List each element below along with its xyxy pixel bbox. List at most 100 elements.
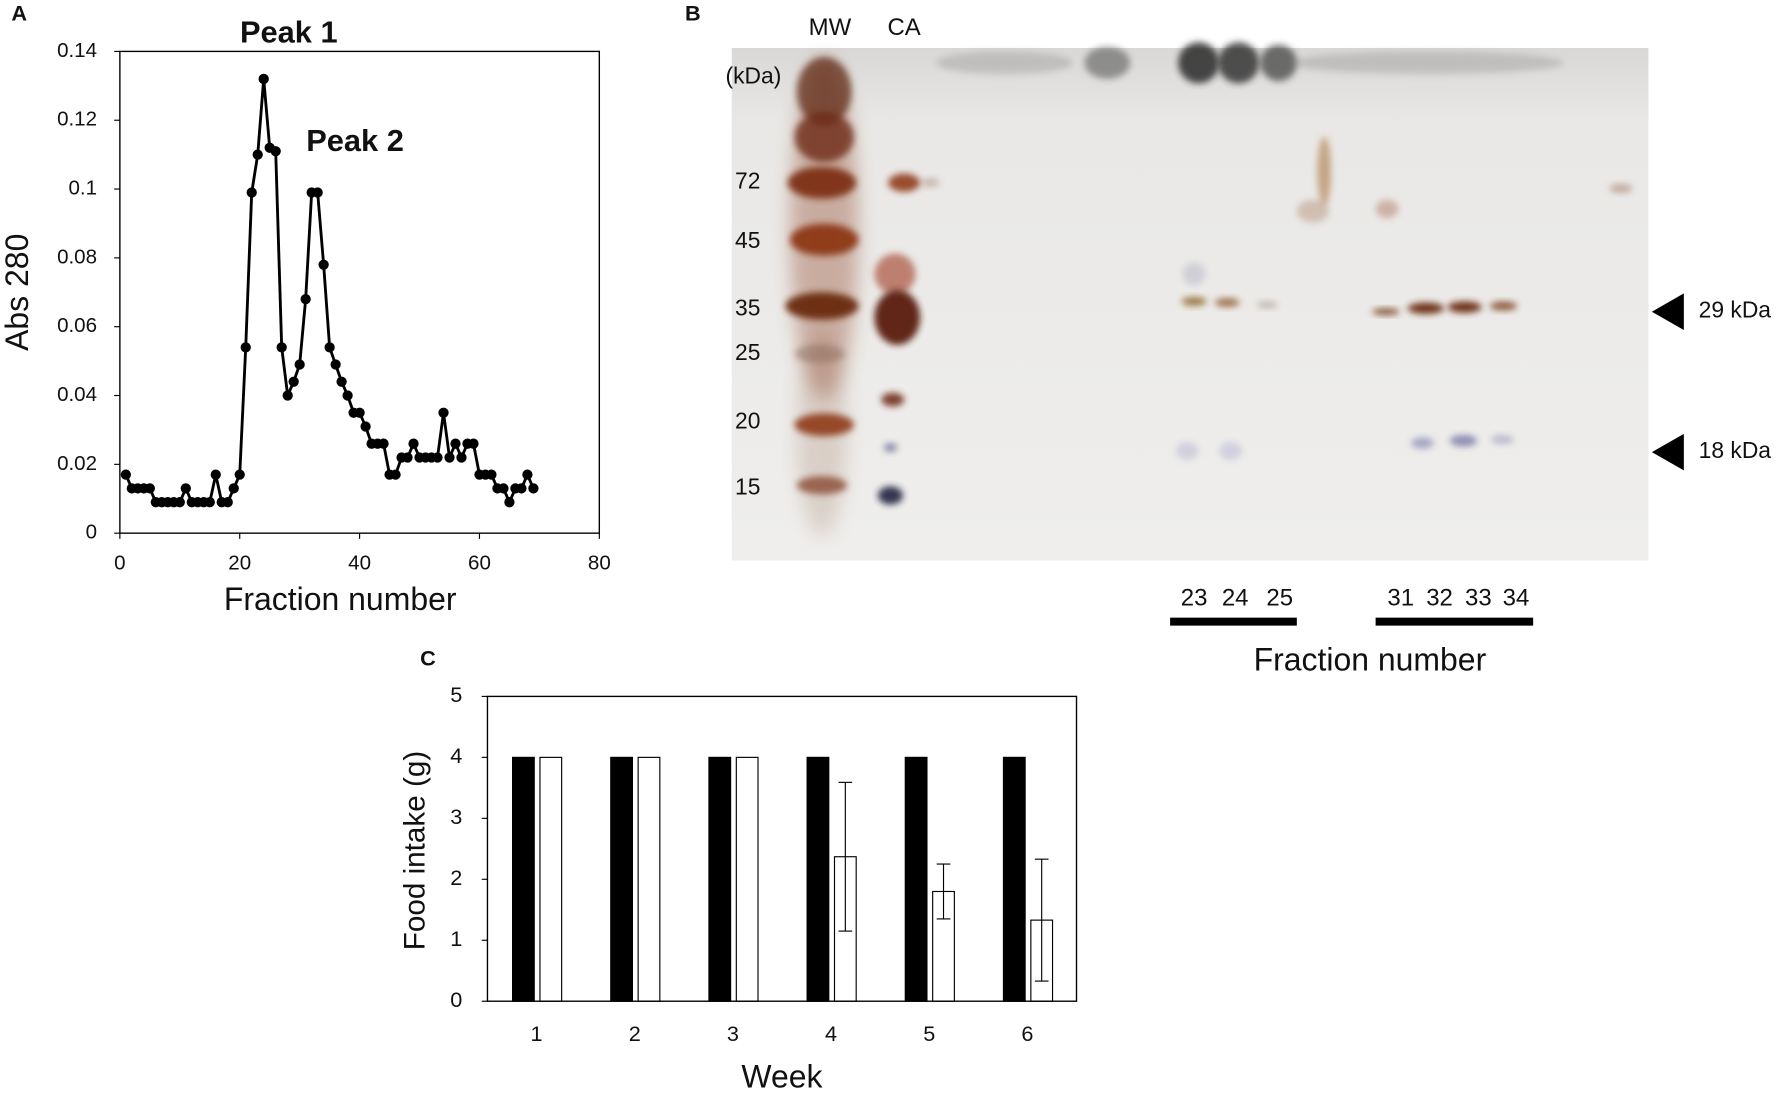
gel-band bbox=[1218, 42, 1260, 84]
gel-band bbox=[1490, 434, 1514, 445]
x-tick-label: 20 bbox=[228, 551, 251, 574]
gel-band bbox=[1489, 301, 1518, 311]
data-point bbox=[246, 187, 257, 198]
fraction-label: 34 bbox=[1503, 585, 1530, 612]
panel-label: B bbox=[685, 1, 701, 26]
y-tick-label: 1 bbox=[450, 926, 462, 951]
data-point bbox=[432, 452, 443, 463]
data-point bbox=[522, 469, 533, 480]
fraction-label: 23 bbox=[1181, 585, 1208, 612]
marker-label: 45 bbox=[735, 227, 760, 253]
gel-band bbox=[1182, 262, 1206, 286]
data-point bbox=[300, 294, 311, 305]
bar bbox=[806, 756, 830, 1002]
y-tick-label: 0.14 bbox=[57, 39, 97, 62]
data-point bbox=[324, 342, 335, 353]
bar bbox=[610, 756, 634, 1002]
y-tick-label: 5 bbox=[450, 682, 462, 707]
gel-band bbox=[1260, 44, 1297, 82]
gel-band bbox=[794, 111, 854, 163]
data-point bbox=[228, 483, 239, 494]
bar bbox=[1002, 756, 1026, 1002]
x-tick-label: 40 bbox=[348, 551, 371, 574]
gel-band bbox=[787, 166, 857, 199]
error-bar bbox=[936, 863, 951, 920]
marker-label: 15 bbox=[735, 474, 760, 500]
band-arrow bbox=[1651, 433, 1684, 471]
data-point bbox=[498, 483, 509, 494]
plot-frame bbox=[486, 695, 1078, 1002]
bar bbox=[708, 756, 732, 1002]
y-tick-label: 3 bbox=[450, 804, 462, 829]
data-point bbox=[438, 407, 449, 418]
data-point bbox=[402, 452, 413, 463]
gel-band bbox=[1256, 301, 1278, 309]
y-tick-label: 0.04 bbox=[57, 383, 97, 406]
fraction-label: 24 bbox=[1222, 585, 1249, 612]
gel-band bbox=[1178, 42, 1220, 84]
data-point bbox=[252, 149, 263, 160]
gel-band bbox=[796, 476, 848, 495]
fraction-bar bbox=[1375, 617, 1534, 626]
data-point bbox=[276, 342, 287, 353]
y-tick-label: 4 bbox=[450, 743, 462, 768]
data-point bbox=[222, 497, 233, 508]
x-tick-label: 5 bbox=[923, 1021, 935, 1046]
y-tick-label: 0.12 bbox=[57, 108, 97, 131]
lane-label: MW bbox=[809, 14, 852, 41]
data-point bbox=[336, 376, 347, 387]
gel-band bbox=[1214, 297, 1240, 308]
data-point bbox=[258, 73, 269, 85]
data-point bbox=[288, 376, 299, 387]
gel-band bbox=[1289, 51, 1564, 75]
data-point bbox=[294, 359, 305, 370]
data-point bbox=[330, 359, 341, 370]
annotation: Peak 2 bbox=[306, 123, 404, 158]
data-point bbox=[312, 187, 323, 198]
x-tick-label: 2 bbox=[629, 1021, 641, 1046]
gel-band bbox=[794, 344, 845, 364]
data-point bbox=[486, 469, 497, 480]
marker-label: 25 bbox=[735, 339, 760, 365]
data-point bbox=[408, 438, 419, 449]
y-tick-label: 0.06 bbox=[57, 314, 97, 337]
y-axis-label: Food intake (g) bbox=[399, 751, 432, 951]
bar bbox=[511, 756, 535, 1002]
data-point bbox=[282, 390, 293, 401]
error-bar bbox=[838, 781, 853, 932]
bar bbox=[904, 756, 928, 1002]
gel-band bbox=[794, 413, 854, 437]
x-axis-label: Week bbox=[741, 1058, 823, 1094]
fraction-label: 33 bbox=[1465, 585, 1492, 612]
bar bbox=[735, 756, 759, 1002]
x-tick-label: 1 bbox=[531, 1021, 543, 1046]
annotation: Peak 1 bbox=[240, 14, 338, 49]
data-point bbox=[360, 421, 371, 432]
data-point bbox=[456, 452, 467, 463]
gel-band bbox=[1317, 137, 1332, 206]
band-label: 29 kDa bbox=[1699, 297, 1772, 323]
gel-band bbox=[1447, 301, 1482, 313]
lane-label: CA bbox=[887, 14, 920, 41]
y-tick-label: 0.02 bbox=[57, 452, 97, 475]
gel-band bbox=[874, 253, 916, 295]
y-tick-label: 2 bbox=[450, 865, 462, 890]
gel-band bbox=[881, 392, 905, 407]
bar bbox=[637, 756, 661, 1002]
gel-band bbox=[883, 442, 898, 453]
gel-band bbox=[936, 51, 1074, 75]
gel-image bbox=[731, 42, 1649, 561]
bar bbox=[539, 756, 563, 1002]
data-point bbox=[504, 497, 515, 508]
y-tick-label: 0.08 bbox=[57, 245, 97, 268]
fraction-bar bbox=[1170, 617, 1297, 626]
gel-band bbox=[877, 486, 903, 505]
unit-label: (kDa) bbox=[726, 63, 782, 89]
data-point bbox=[342, 390, 353, 401]
gel-band bbox=[1296, 199, 1329, 223]
gel-band bbox=[1084, 46, 1131, 79]
fraction-label: 25 bbox=[1266, 585, 1293, 612]
gel-band bbox=[1407, 302, 1445, 314]
